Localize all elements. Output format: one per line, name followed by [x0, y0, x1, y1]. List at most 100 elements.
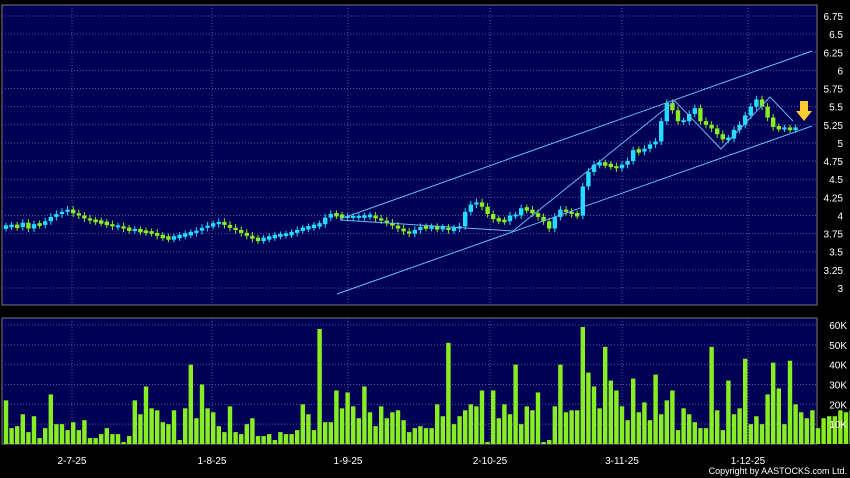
volume-bar [558, 364, 563, 444]
volume-bar [362, 386, 367, 444]
volume-bar [771, 362, 776, 444]
volume-bar [451, 424, 457, 444]
volume-bar [20, 414, 25, 444]
volume-bar [552, 406, 557, 444]
volume-bar [390, 412, 395, 444]
volume-bar [653, 374, 658, 444]
candle-body [216, 221, 221, 225]
volume-bar [563, 412, 569, 444]
volume-bar [491, 390, 496, 444]
candle-body [160, 234, 165, 239]
candle-body [311, 224, 317, 229]
volume-bar [15, 426, 20, 444]
volume-bar [339, 408, 345, 444]
candle-body [524, 207, 529, 211]
volume-bar [244, 424, 249, 444]
candle-body [647, 144, 653, 149]
volume-bar [121, 442, 126, 444]
candle-body [367, 214, 373, 218]
candle-body [31, 224, 37, 229]
volume-bar [429, 428, 434, 444]
candle-body [407, 231, 412, 234]
volume-bar [642, 402, 647, 444]
volume-bar [87, 438, 93, 444]
candle-body [681, 120, 686, 123]
candle-body [177, 234, 182, 239]
candle-body [692, 108, 697, 114]
volume-bar [367, 412, 373, 444]
price-tick-label: 5.75 [824, 85, 844, 96]
candle-body [659, 121, 664, 142]
volume-bar [832, 416, 837, 444]
volume-bar [300, 404, 305, 444]
candle-body [423, 226, 429, 229]
x-tick-label: 1-9-25 [334, 456, 363, 467]
volume-bar [608, 380, 613, 444]
candle-body [479, 202, 485, 207]
candle-body [82, 215, 87, 219]
volume-bar [384, 418, 389, 444]
candle-body [507, 215, 513, 222]
volume-bar [283, 434, 289, 444]
candle-body [138, 228, 143, 233]
volume-bar [171, 410, 177, 444]
candle-body [502, 219, 507, 223]
candle-body [306, 226, 311, 230]
volume-bar [580, 326, 585, 444]
volume-panel [1, 317, 818, 445]
volume-bar [295, 430, 300, 444]
volume-bar [132, 400, 137, 444]
candle-body [334, 213, 339, 217]
candle-body [267, 236, 272, 240]
price-tick-label: 6.25 [824, 48, 844, 59]
candle-body [759, 99, 765, 107]
candle-body [339, 214, 345, 218]
volume-bar [222, 432, 227, 444]
candle-body [183, 233, 188, 237]
volume-bar [647, 420, 653, 444]
candle-body [261, 237, 266, 242]
volume-bar [715, 410, 720, 444]
candle-body [435, 226, 440, 230]
volume-bar [821, 418, 826, 444]
candle-body [26, 222, 31, 229]
volume-bar [233, 432, 238, 444]
volume-bar [843, 412, 849, 444]
volume-bar [110, 434, 115, 444]
volume-bar [261, 436, 266, 444]
copyright-text: Copyright by AASTOCKS.com Ltd. [709, 466, 847, 476]
candle-body [227, 224, 233, 228]
candle-body [356, 215, 361, 218]
volume-bars [3, 326, 850, 444]
candle-body [278, 234, 283, 237]
volume-bar [591, 386, 597, 444]
volume-bar [37, 438, 42, 444]
candle-body [239, 229, 244, 233]
price-tick-label: 3.25 [824, 266, 844, 277]
candle-body [619, 164, 625, 169]
volume-bar [463, 410, 468, 444]
volume-bar [351, 406, 356, 444]
candle-body [743, 115, 748, 125]
candle-body [575, 213, 580, 217]
candle-body [597, 162, 602, 166]
candle-body [323, 217, 328, 225]
volume-bar [435, 404, 440, 444]
volume-bar [9, 428, 14, 444]
candle-body [3, 225, 9, 229]
candle-body [558, 209, 563, 217]
volume-bar [675, 430, 681, 444]
volume-bar [776, 388, 781, 444]
volume-bar [687, 414, 692, 444]
candle-body [362, 215, 367, 218]
price-tick-label: 3.5 [829, 248, 843, 259]
price-axis-labels: 6.75 6.5 6.25 6 5.75 5.5 5.25 5 4.75 4.5 4.25 4 3.75… [824, 12, 844, 295]
zigzag-line [339, 96, 794, 232]
candle-body [132, 228, 137, 231]
volume-bar [547, 440, 552, 444]
candle-body [709, 124, 714, 129]
volume-bar [485, 442, 490, 444]
volume-bar [709, 346, 714, 444]
volume-bar [71, 422, 76, 444]
volume-bar [155, 410, 160, 444]
